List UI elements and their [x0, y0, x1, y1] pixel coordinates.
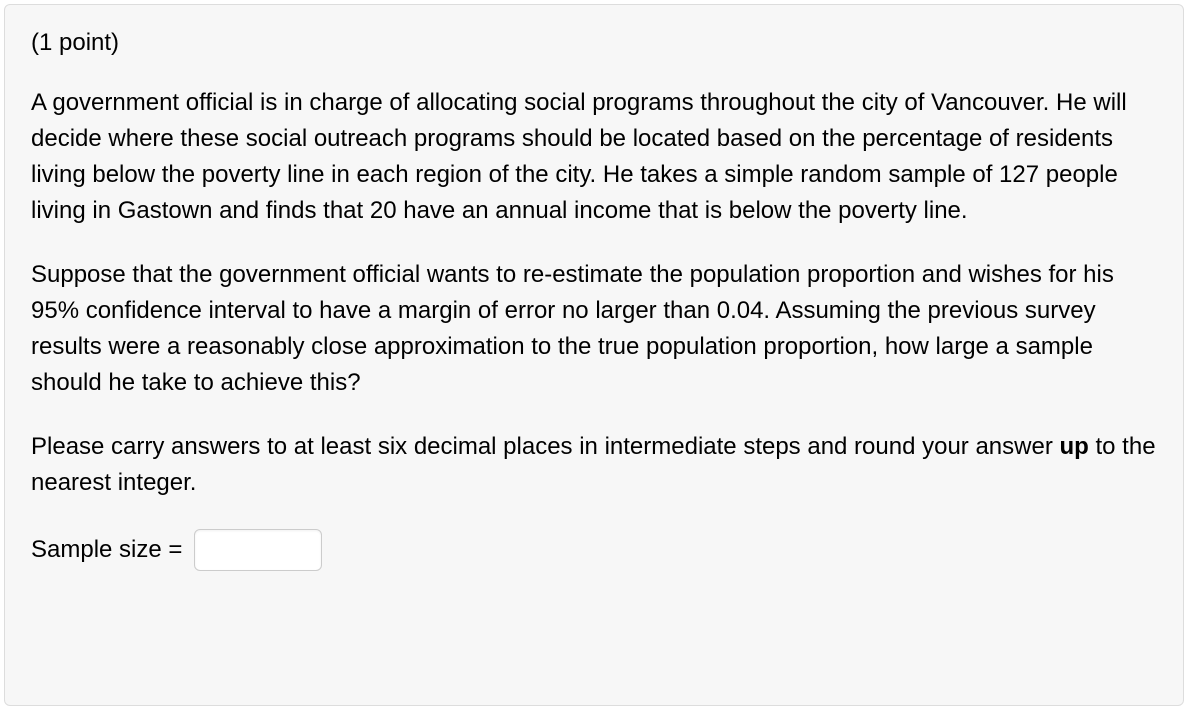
paragraph3-prefix: Please carry answers to at least six dec…: [31, 433, 1060, 460]
paragraph3-bold: up: [1060, 433, 1089, 460]
answer-label: Sample size =: [31, 536, 182, 564]
sample-size-input[interactable]: [194, 529, 322, 571]
question-container: (1 point) A government official is in ch…: [4, 4, 1184, 706]
points-label: (1 point): [31, 29, 1157, 57]
question-paragraph-1: A government official is in charge of al…: [31, 85, 1157, 229]
answer-row: Sample size =: [31, 529, 1157, 571]
question-paragraph-2: Suppose that the government official wan…: [31, 257, 1157, 401]
question-paragraph-3: Please carry answers to at least six dec…: [31, 429, 1157, 501]
